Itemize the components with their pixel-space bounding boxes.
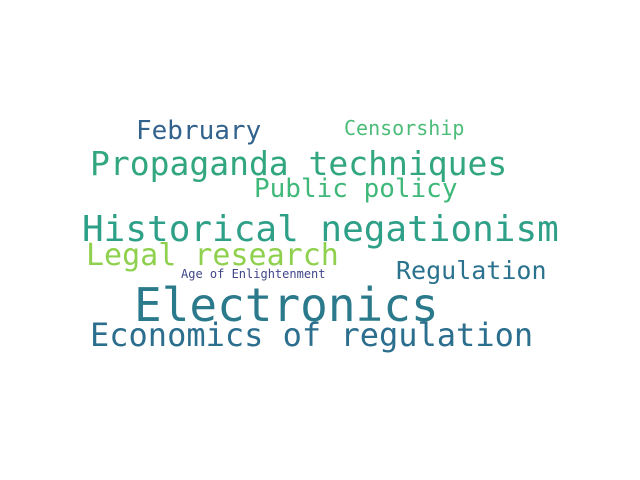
word-regulation: Regulation (396, 256, 547, 285)
word-censorship: Censorship (344, 116, 465, 140)
word-legal-research: Legal research (86, 238, 339, 273)
word-electronics: Electronics (134, 278, 439, 332)
word-public-policy: Public policy (254, 174, 458, 204)
word-propaganda-techniques: Propaganda techniques (90, 144, 508, 183)
word-age-of-enlightenment: Age of Enlightenment (181, 267, 326, 281)
word-economics-of-regulation: Economics of regulation (90, 316, 534, 354)
word-historical-negationism: Historical negationism (82, 209, 559, 250)
word-february: February (136, 116, 262, 146)
